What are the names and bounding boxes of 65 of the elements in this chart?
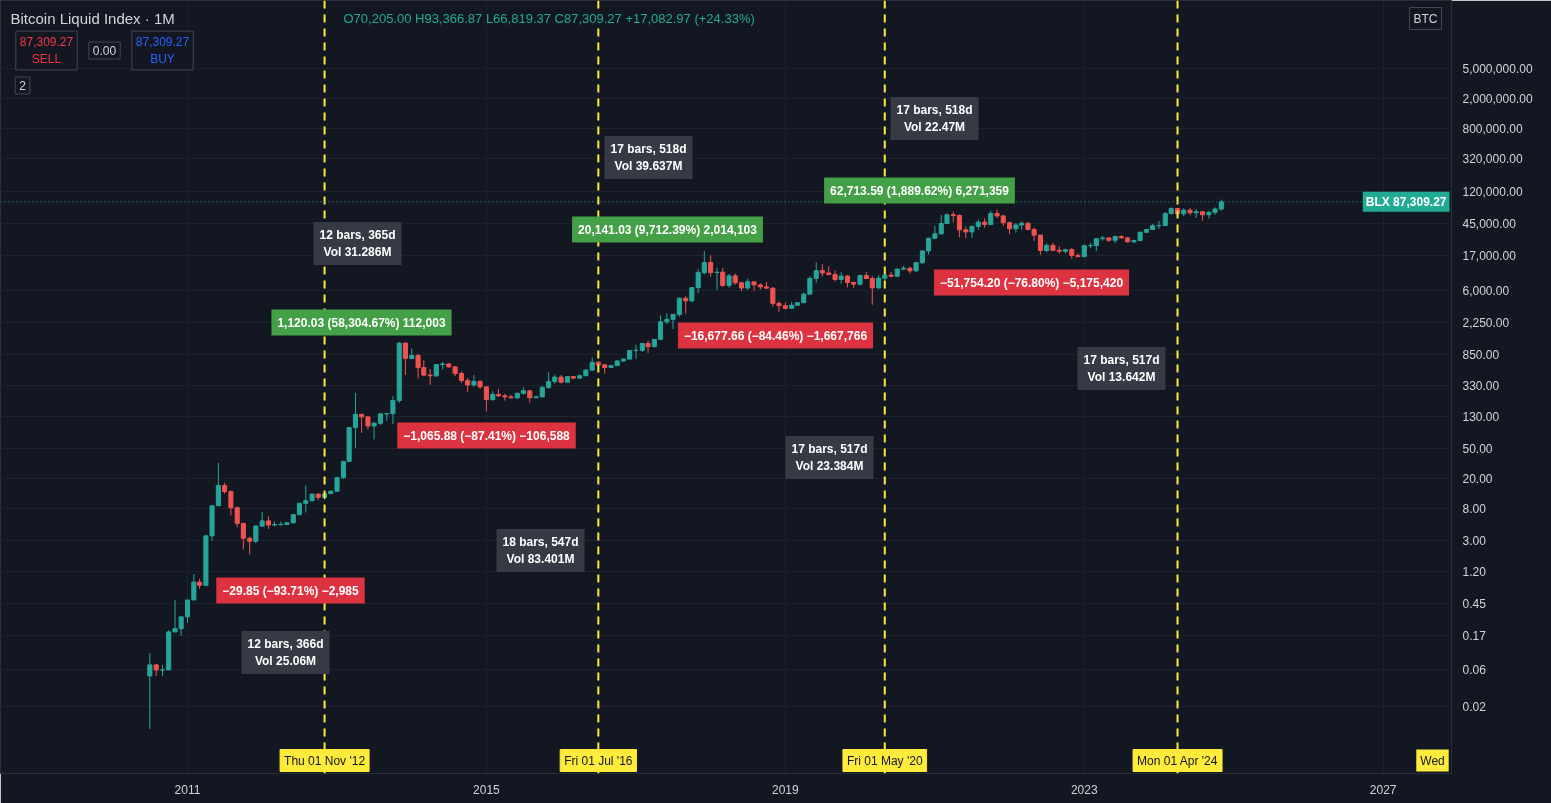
x-tick-label: 2019 <box>771 782 800 797</box>
y-tick-label: 0.45 <box>1462 596 1487 611</box>
x-tick-label: 2027 <box>1369 782 1397 797</box>
y-tick-label: 0.17 <box>1462 629 1487 644</box>
text: O70,205.00 H93,366.87 L66,819.37 C87,309.27 +17,082.97 (+24.33%) <box>343 11 755 26</box>
annotation: 0.00 <box>92 44 117 58</box>
y-tick-label: 800,000.00 <box>1462 122 1523 137</box>
x-tick-label: 2015 <box>473 782 501 797</box>
annotation: BTC <box>1413 11 1438 26</box>
annotation: 17 bars, 518d Vol 22.47M <box>896 103 973 134</box>
annotation: Wed <box>1420 753 1445 768</box>
candlestick <box>645 340 651 354</box>
y-tick-label: 20.00 <box>1462 471 1493 486</box>
x-tick-label: 2011 <box>174 782 201 797</box>
y-tick-label: 50.00 <box>1462 441 1493 456</box>
ref-line-label: Fri 01 Jul '16 <box>564 753 633 768</box>
candlestick <box>714 267 720 291</box>
annotation: 2 <box>19 79 27 93</box>
candlestick <box>907 266 913 275</box>
y-tick-label: 130.00 <box>1462 410 1500 425</box>
candlestick <box>147 652 153 730</box>
candlestick <box>471 374 477 388</box>
annotation: 1,120.03 (58,304.67%) 112,003 <box>277 315 446 330</box>
y-tick-label: 0.02 <box>1462 699 1487 714</box>
annotation: 18 bars, 547d Vol 83.401M <box>502 535 579 566</box>
annotation: −16,677.66 (−84.46%) −1,667,766 <box>683 328 868 343</box>
y-tick-label: 2,000,000.00 <box>1462 91 1533 106</box>
annotation: 17 bars, 517d Vol 23.384M <box>791 442 868 473</box>
y-tick-label: 3.00 <box>1462 534 1487 549</box>
y-tick-label: 2,250.00 <box>1462 316 1510 330</box>
y-tick-label: 5,000,000.00 <box>1462 61 1533 76</box>
text: Bitcoin Liquid Index · 1M <box>10 10 175 27</box>
y-tick-label: 320,000.00 <box>1462 152 1523 167</box>
annotation: 17 bars, 518d Vol 39.637M <box>610 142 687 173</box>
annotation: 87,309.27 SELL <box>19 35 74 66</box>
y-tick-label: 17,000.00 <box>1462 249 1517 264</box>
annotation: −1,065.88 (−87.41%) −106,588 <box>403 428 571 443</box>
candlestick <box>402 341 408 376</box>
annotation: −29.85 (−93.71%) −2,985 <box>222 583 360 598</box>
annotation: 87,309.27 BUY <box>135 35 190 66</box>
annotation: 62,713.59 (1,889.62%) 6,271,359 <box>830 183 1010 198</box>
x-tick-label: 2023 <box>1070 782 1098 797</box>
y-tick-label: 45,000.00 <box>1462 217 1517 232</box>
y-tick-label: 330.00 <box>1462 379 1500 394</box>
candlestick <box>888 271 894 278</box>
y-tick-label: 850.00 <box>1462 348 1500 363</box>
candlestick <box>720 267 726 288</box>
annotation: 12 bars, 365d Vol 31.286M <box>319 228 396 259</box>
ref-line-label: Thu 01 Nov '12 <box>284 753 366 768</box>
y-tick-label: 6,000.00 <box>1462 283 1510 298</box>
y-tick-label: 1.20 <box>1462 564 1487 579</box>
candlestick <box>932 225 938 240</box>
ref-line-label: Mon 01 Apr '24 <box>1137 753 1218 768</box>
y-tick-label: 8.00 <box>1462 502 1487 517</box>
candlestick <box>708 254 714 278</box>
candlestick <box>1187 207 1193 216</box>
candlestick <box>215 462 221 507</box>
ref-line-label: Fri 01 May '20 <box>846 753 923 768</box>
annotation: 12 bars, 366d Vol 25.06M <box>247 637 324 668</box>
annotation: 20,141.03 (9,712.39%) 2,014,103 <box>578 222 758 237</box>
y-tick-label: 120,000.00 <box>1462 184 1523 199</box>
ref-line-label: BLX 87,309.27 <box>1365 194 1447 209</box>
annotation: −51,754.20 (−76.80%) −5,175,420 <box>939 275 1124 290</box>
annotation: 17 bars, 517d Vol 13.642M <box>1083 353 1160 384</box>
y-tick-label: 0.06 <box>1462 663 1487 678</box>
